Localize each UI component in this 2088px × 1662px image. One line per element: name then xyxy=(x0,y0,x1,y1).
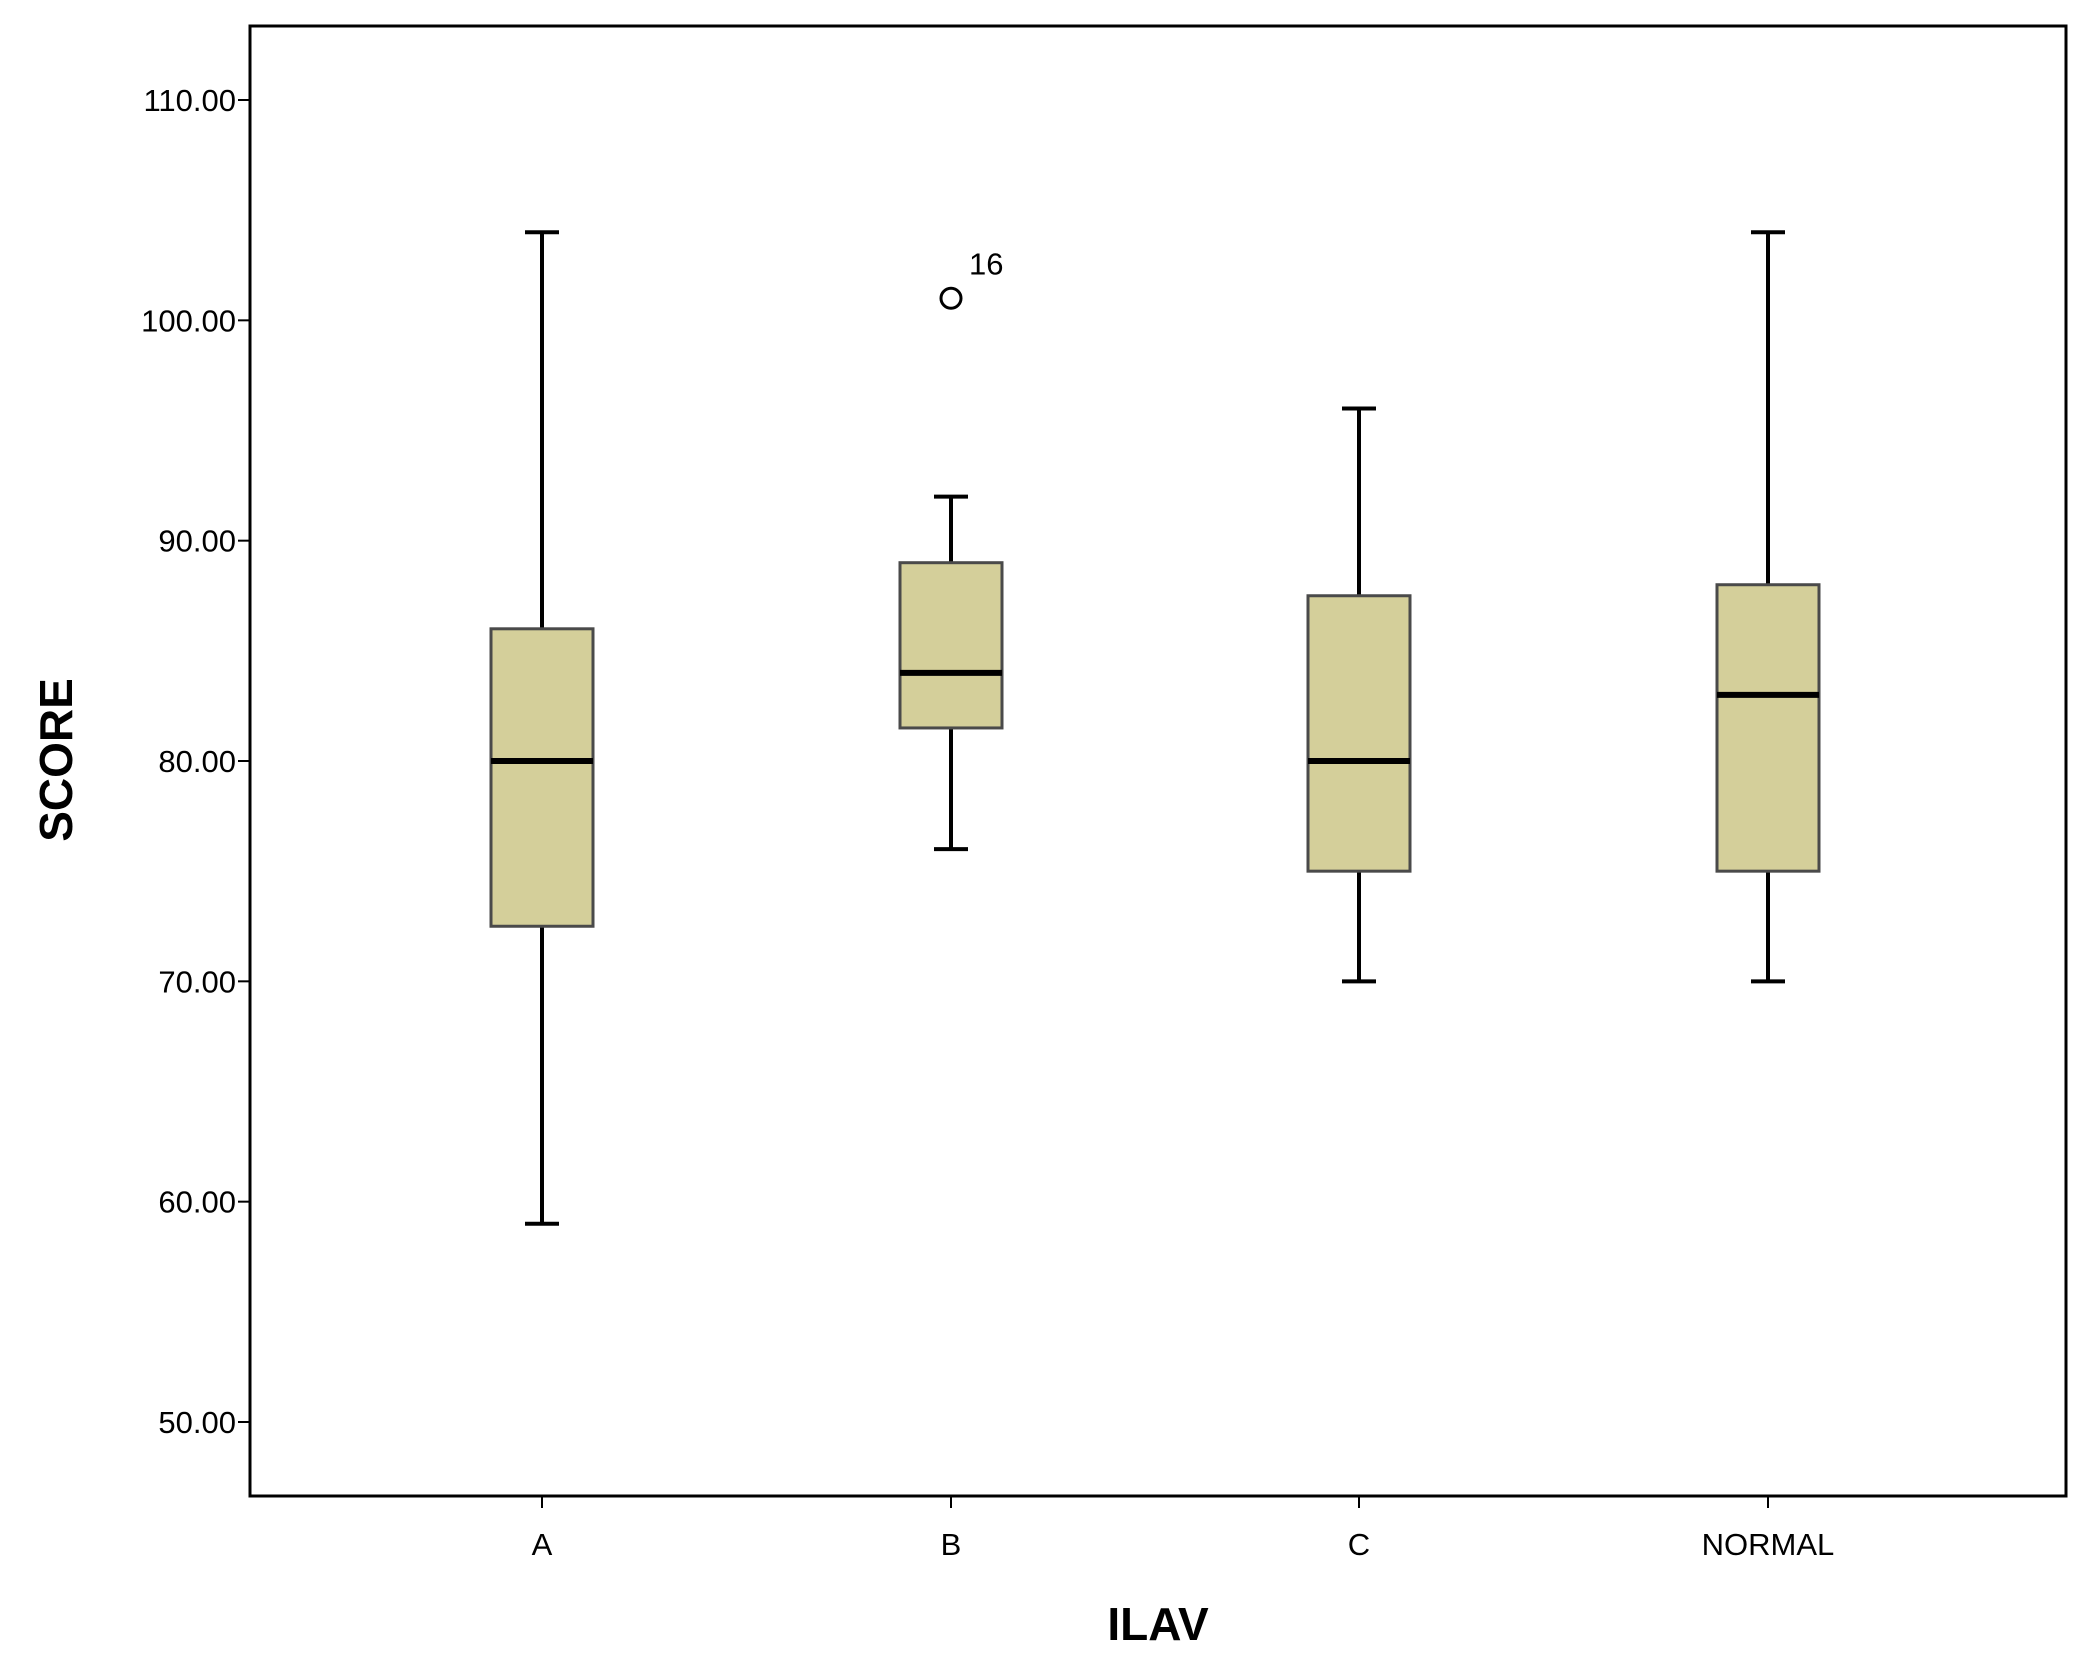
box-group xyxy=(1715,230,1821,984)
x-tick-label: B xyxy=(941,1527,962,1562)
x-tick-label: NORMAL xyxy=(1702,1527,1835,1562)
iqr-box xyxy=(489,627,595,928)
y-axis-title: SCORE xyxy=(30,678,82,842)
outlier-point xyxy=(939,286,963,310)
box-group: 16 xyxy=(898,246,1004,852)
iqr-box xyxy=(1306,594,1412,873)
iqr-box xyxy=(1715,583,1821,873)
boxes: 16 xyxy=(489,230,1821,1226)
y-tick-label: 50.00 xyxy=(158,1405,236,1440)
outlier-label: 16 xyxy=(969,246,1003,281)
box-group xyxy=(1306,406,1412,984)
x-tick-label: A xyxy=(532,1527,553,1562)
x-axis-title: ILAV xyxy=(1107,1598,1209,1650)
y-tick-label: 110.00 xyxy=(143,83,236,118)
y-tick-label: 100.00 xyxy=(141,303,236,338)
y-tick-label: 90.00 xyxy=(158,524,236,559)
y-tick-label: 60.00 xyxy=(158,1185,236,1220)
iqr-box xyxy=(898,561,1004,730)
x-tick-label: C xyxy=(1348,1527,1370,1562)
y-axis: 50.00 60.00 70.00 80.00 90.00 100.00 110.00 xyxy=(141,83,250,1440)
y-tick-label: 80.00 xyxy=(158,744,236,779)
y-tick-label: 70.00 xyxy=(158,964,236,999)
box-group xyxy=(489,230,595,1226)
x-axis: A B C NORMAL xyxy=(532,1496,1835,1562)
